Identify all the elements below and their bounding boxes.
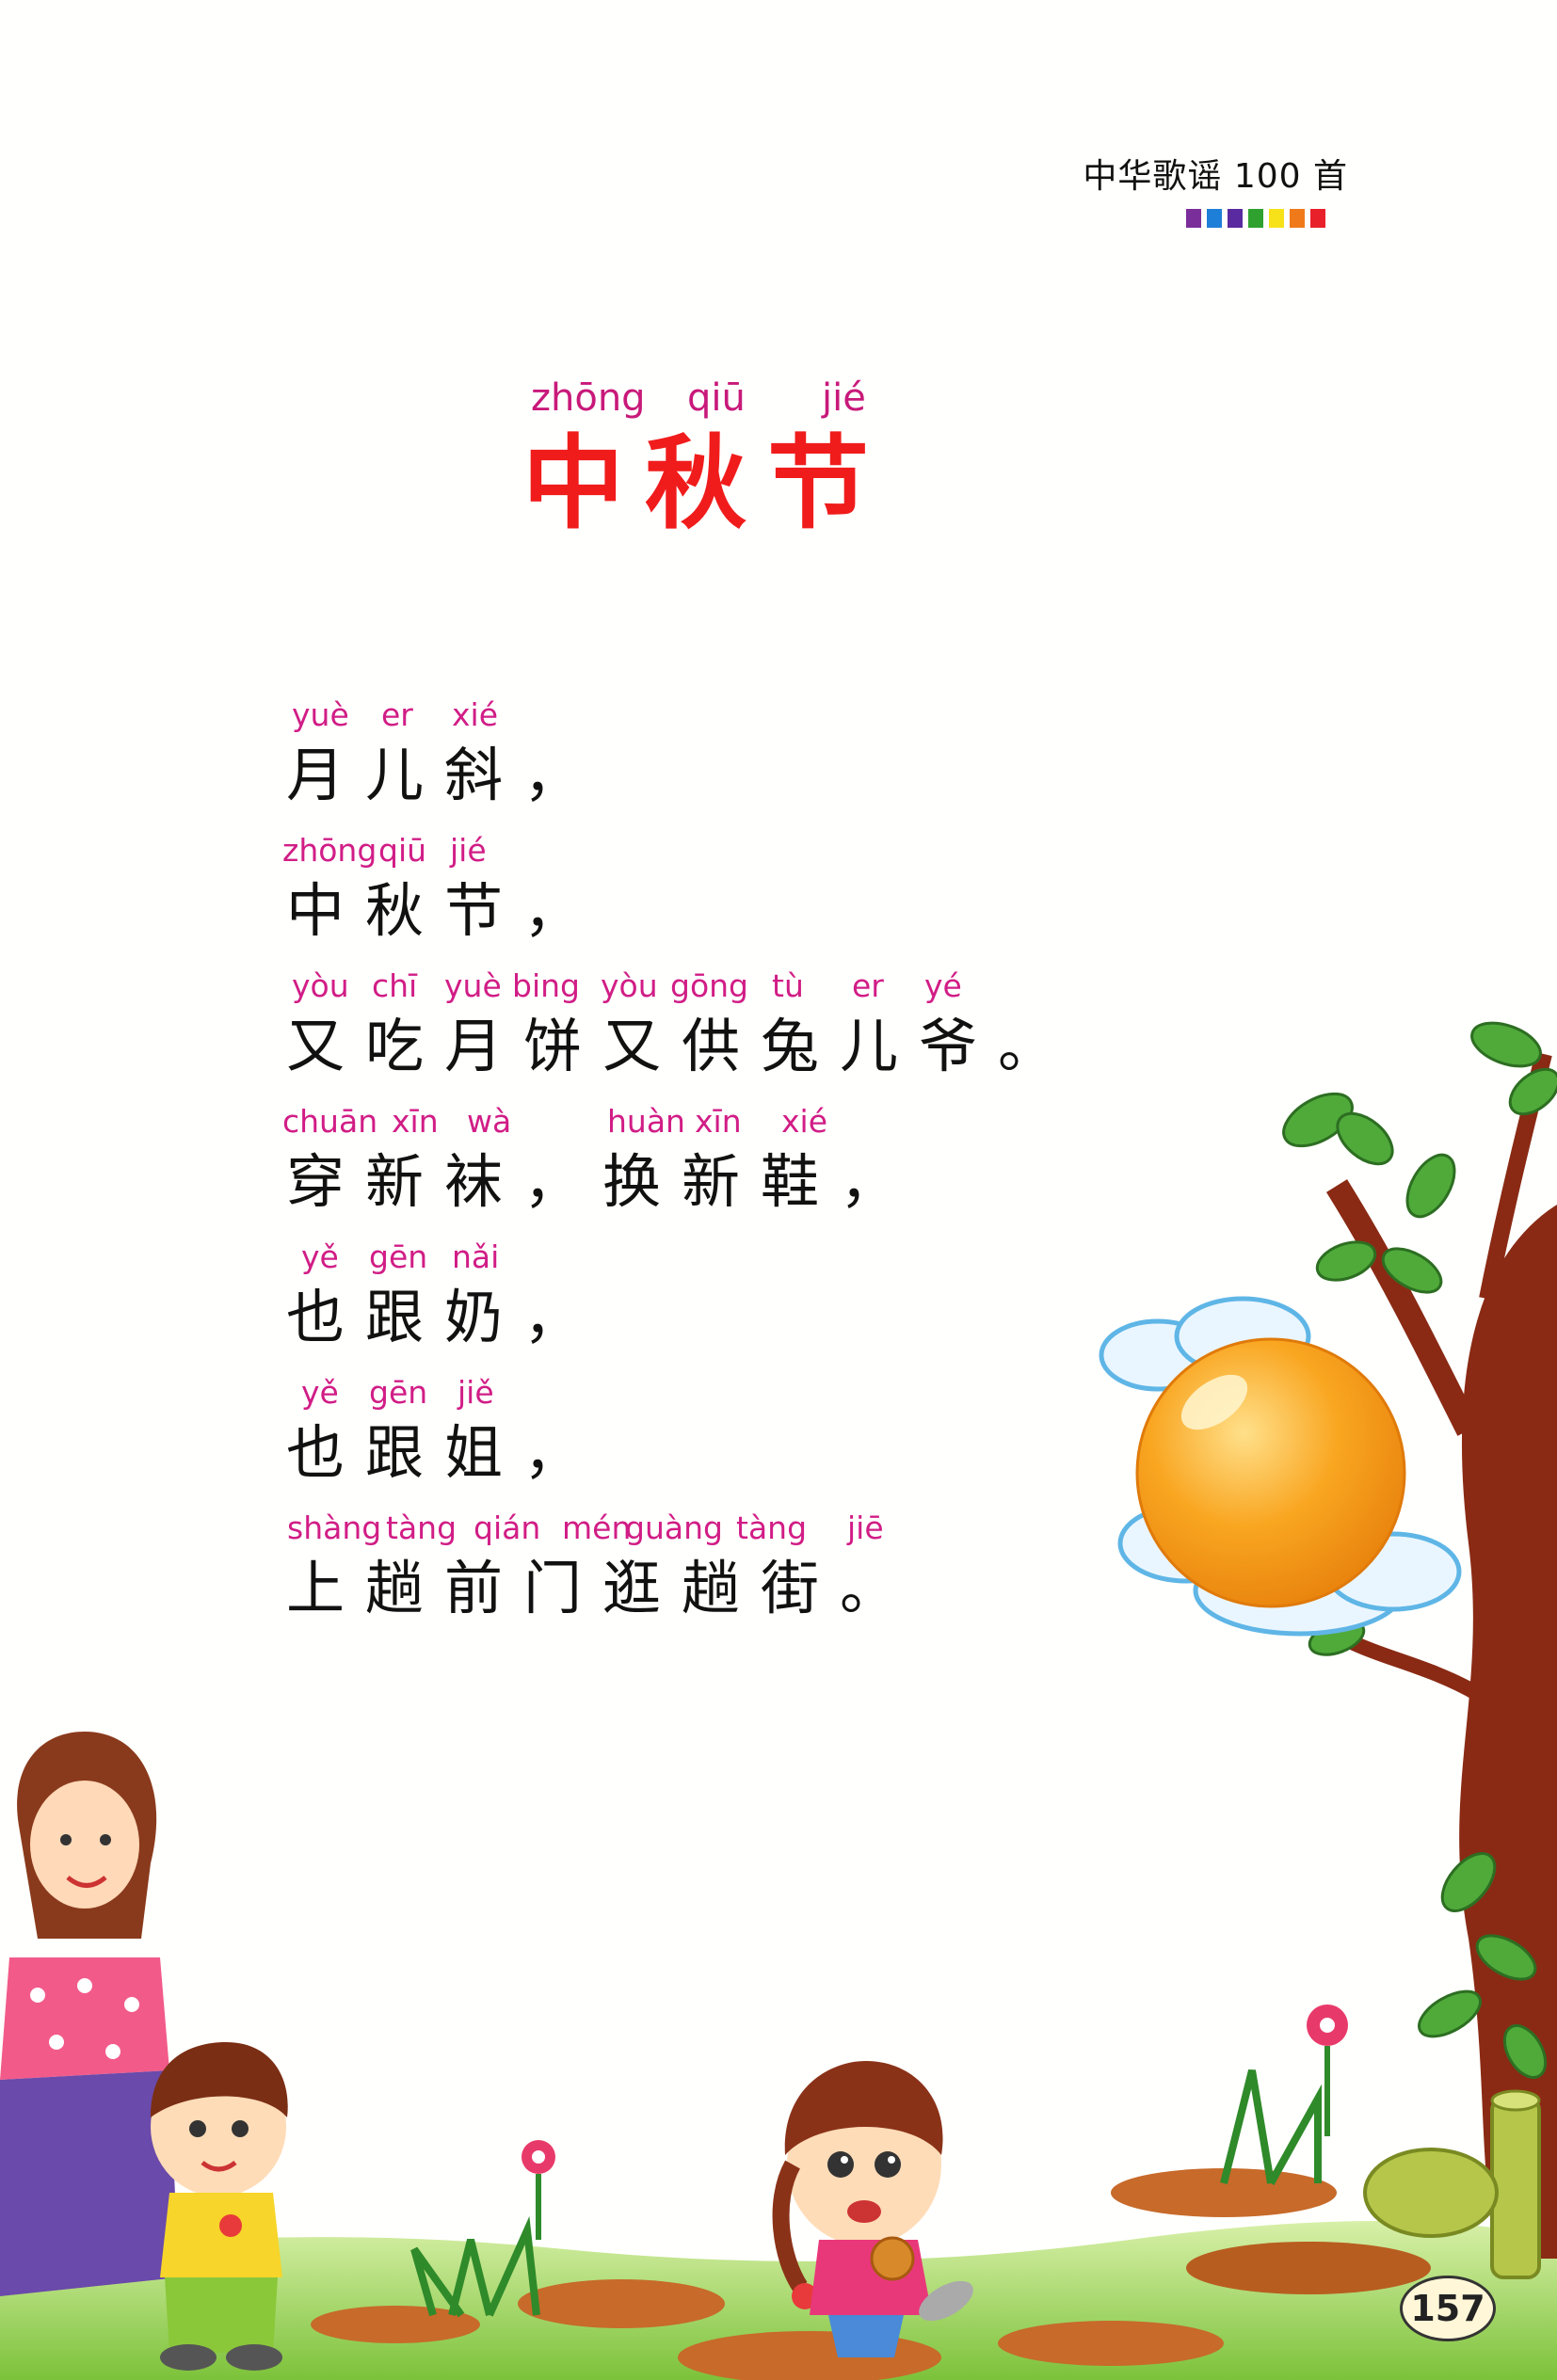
pinyin-syllable: wà	[467, 1103, 512, 1140]
pinyin-syllable: mén	[562, 1509, 632, 1546]
pinyin-syllable: tù	[772, 967, 804, 1004]
pinyin-syllable: qián	[474, 1509, 541, 1546]
title-pinyin-syllable: qiū	[687, 376, 746, 420]
pinyin-syllable: huàn	[607, 1103, 685, 1140]
pinyin-syllable: xīn	[392, 1103, 439, 1140]
pinyin-syllable: xīn	[695, 1103, 742, 1140]
ground	[0, 2168, 1557, 2380]
pinyin-syllable: nǎi	[452, 1238, 500, 1275]
pinyin-syllable: jiē	[847, 1509, 884, 1546]
poem-line: yě gēn jiě 也跟姐，	[282, 1374, 1130, 1509]
pinyin-syllable: xié	[781, 1103, 828, 1140]
girl	[772, 2061, 973, 2357]
pinyin-syllable: gēn	[369, 1238, 428, 1275]
series-title: 中华歌谣 100 首	[1083, 157, 1348, 196]
poem-line: shàng tàng qián mén guàng tàng jiē 上趟前门逛…	[282, 1509, 1130, 1645]
poem-line: yòu chī yuè bing yòu gōng tù er yé 又吃月饼又…	[282, 967, 1130, 1103]
color-bar	[1186, 209, 1201, 228]
color-bar	[1248, 209, 1263, 228]
boy	[151, 2042, 288, 2371]
color-bar	[1310, 209, 1325, 228]
flowers	[410, 2005, 1348, 2318]
poem-line: chuān xīn wà huàn xīn xié 穿新袜，换新鞋，	[282, 1103, 1130, 1238]
color-bar	[1207, 209, 1222, 228]
tree	[1282, 1021, 1557, 2259]
moon	[1135, 1337, 1406, 1608]
pinyin-syllable: qiū	[378, 832, 427, 869]
color-bar	[1269, 209, 1284, 228]
grandmother	[0, 1732, 179, 2296]
pinyin-syllable: yuè	[444, 967, 502, 1004]
poem-text: 又吃月饼又供兔儿爷。	[286, 1012, 1078, 1080]
bamboo	[1363, 2089, 1541, 2279]
pinyin-syllable: chī	[372, 967, 418, 1004]
pinyin-syllable: yě	[301, 1238, 339, 1275]
poem-text: 穿新袜，换新鞋，	[286, 1147, 920, 1216]
pinyin-syllable: guàng	[625, 1509, 723, 1546]
pinyin-syllable: tàng	[386, 1509, 457, 1546]
color-bars	[1186, 209, 1325, 228]
poem: yuè er xié 月儿斜， zhōng qiū jié 中秋节， yòu c…	[282, 696, 1130, 1645]
poem-text: 也跟奶，	[286, 1283, 603, 1351]
pinyin-syllable: yé	[924, 967, 962, 1004]
pinyin-syllable: yě	[301, 1374, 339, 1411]
color-bar	[1290, 209, 1305, 228]
pinyin-syllable: chuān	[282, 1103, 378, 1140]
page-number: 157	[1400, 2276, 1496, 2341]
pinyin-syllable: jié	[450, 832, 487, 869]
poem-title: 中秋节	[522, 425, 891, 543]
pinyin-syllable: bing	[512, 967, 580, 1004]
pinyin-syllable: xié	[452, 696, 499, 733]
poem-line: yuè er xié 月儿斜，	[282, 696, 1130, 832]
title-pinyin-syllable: zhōng	[531, 376, 646, 420]
pinyin-syllable: gōng	[670, 967, 748, 1004]
poem-line: zhōng qiū jié 中秋节，	[282, 832, 1130, 967]
poem-text: 中秋节，	[286, 876, 603, 945]
color-bar	[1228, 209, 1243, 228]
pinyin-syllable: gēn	[369, 1374, 428, 1411]
pinyin-syllable: shàng	[287, 1509, 382, 1546]
pinyin-syllable: er	[381, 696, 413, 733]
poem-line: yě gēn nǎi 也跟奶，	[282, 1238, 1130, 1374]
poem-text: 也跟姐，	[286, 1418, 603, 1487]
pinyin-syllable: zhōng	[282, 832, 377, 869]
pinyin-syllable: yòu	[601, 967, 658, 1004]
poem-text: 月儿斜，	[286, 741, 603, 809]
pinyin-syllable: jiě	[457, 1374, 494, 1411]
pinyin-syllable: yuè	[292, 696, 349, 733]
poem-text: 上趟前门逛趟街。	[286, 1554, 920, 1622]
pinyin-syllable: er	[852, 967, 884, 1004]
title-pinyin-syllable: jié	[822, 376, 866, 420]
pinyin-syllable: yòu	[292, 967, 349, 1004]
pinyin-syllable: tàng	[736, 1509, 808, 1546]
